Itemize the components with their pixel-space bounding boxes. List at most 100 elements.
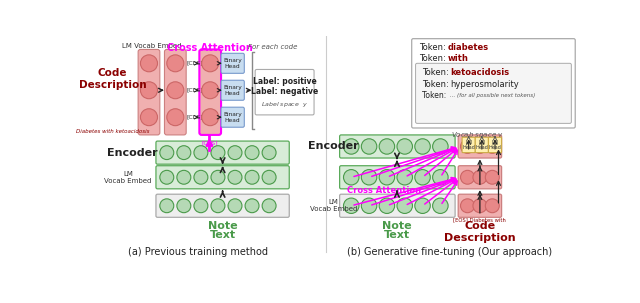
- Circle shape: [194, 199, 208, 213]
- Text: [EOS] Diabetes with: [EOS] Diabetes with: [454, 217, 506, 222]
- Text: Token:: Token:: [422, 80, 451, 88]
- FancyBboxPatch shape: [462, 137, 476, 153]
- FancyBboxPatch shape: [340, 135, 455, 158]
- Text: LM
Head: LM Head: [476, 139, 488, 150]
- FancyBboxPatch shape: [156, 166, 289, 189]
- Text: Token:: Token:: [419, 54, 449, 63]
- Circle shape: [211, 146, 225, 160]
- Circle shape: [262, 146, 276, 160]
- FancyBboxPatch shape: [340, 194, 455, 217]
- Circle shape: [344, 139, 359, 154]
- Text: Cross Attention: Cross Attention: [166, 42, 252, 52]
- FancyBboxPatch shape: [340, 166, 455, 189]
- Circle shape: [397, 198, 412, 213]
- Circle shape: [415, 139, 430, 154]
- Circle shape: [485, 199, 499, 213]
- FancyBboxPatch shape: [415, 63, 572, 123]
- Text: [CLS]: [CLS]: [201, 140, 218, 145]
- Circle shape: [262, 199, 276, 213]
- Text: hyperosmolarity: hyperosmolarity: [451, 80, 519, 88]
- Text: ketoacidosis: ketoacidosis: [451, 68, 509, 77]
- Circle shape: [485, 140, 499, 153]
- Circle shape: [177, 199, 191, 213]
- Circle shape: [433, 198, 448, 213]
- FancyBboxPatch shape: [488, 137, 502, 153]
- Text: LM
Vocab Embed: LM Vocab Embed: [310, 199, 357, 212]
- Circle shape: [228, 170, 242, 184]
- Circle shape: [362, 139, 377, 154]
- Circle shape: [362, 170, 377, 185]
- Circle shape: [415, 170, 430, 185]
- Text: Cross Attention: Cross Attention: [347, 186, 421, 195]
- Circle shape: [379, 170, 395, 185]
- Text: Note: Note: [382, 221, 412, 231]
- FancyBboxPatch shape: [458, 166, 502, 189]
- Text: LM Vocab Embed: LM Vocab Embed: [122, 43, 182, 49]
- Text: LM
Head: LM Head: [488, 139, 502, 150]
- Text: Encoder: Encoder: [308, 142, 359, 152]
- Text: ... (for all possible next tokens): ... (for all possible next tokens): [451, 93, 536, 98]
- Circle shape: [245, 146, 259, 160]
- Text: Code
Description: Code Description: [79, 68, 147, 89]
- Circle shape: [461, 140, 474, 153]
- Circle shape: [167, 55, 184, 72]
- Circle shape: [433, 139, 448, 154]
- Circle shape: [433, 170, 448, 185]
- Text: (b) Generative fine-tuning (Our approach): (b) Generative fine-tuning (Our approach…: [347, 247, 552, 257]
- Text: Token:: Token:: [422, 68, 451, 77]
- Text: Label: positive: Label: positive: [253, 77, 316, 85]
- Text: Label space  $y$: Label space $y$: [261, 100, 308, 108]
- Circle shape: [262, 170, 276, 184]
- FancyBboxPatch shape: [412, 39, 575, 128]
- Circle shape: [140, 55, 157, 72]
- Circle shape: [473, 199, 487, 213]
- Circle shape: [140, 82, 157, 99]
- Circle shape: [344, 198, 359, 213]
- Circle shape: [160, 199, 174, 213]
- Text: Text: Text: [384, 230, 410, 240]
- Circle shape: [379, 198, 395, 213]
- Circle shape: [167, 82, 184, 99]
- Text: Binary
Head: Binary Head: [223, 58, 242, 69]
- Text: Note: Note: [208, 221, 237, 231]
- FancyBboxPatch shape: [156, 141, 289, 164]
- Text: LM
Head: LM Head: [462, 139, 475, 150]
- Circle shape: [473, 140, 487, 153]
- Circle shape: [202, 55, 219, 72]
- Circle shape: [202, 109, 219, 126]
- FancyBboxPatch shape: [156, 194, 289, 217]
- FancyBboxPatch shape: [164, 49, 186, 135]
- Circle shape: [194, 170, 208, 184]
- Circle shape: [397, 139, 412, 154]
- Text: (a) Previous training method: (a) Previous training method: [128, 247, 268, 257]
- Circle shape: [228, 199, 242, 213]
- FancyBboxPatch shape: [199, 49, 221, 135]
- Text: Text: Text: [209, 230, 236, 240]
- Circle shape: [167, 109, 184, 126]
- Circle shape: [177, 146, 191, 160]
- Circle shape: [461, 170, 474, 184]
- Circle shape: [194, 146, 208, 160]
- Text: Token:: Token:: [422, 91, 449, 100]
- FancyBboxPatch shape: [476, 137, 488, 153]
- FancyBboxPatch shape: [138, 49, 160, 135]
- Circle shape: [379, 139, 395, 154]
- Text: diabetes: diabetes: [448, 43, 489, 52]
- Circle shape: [245, 199, 259, 213]
- Circle shape: [485, 170, 499, 184]
- FancyBboxPatch shape: [458, 135, 502, 158]
- Circle shape: [344, 170, 359, 185]
- Text: with: with: [448, 54, 469, 63]
- Text: Binary
Head: Binary Head: [223, 85, 242, 96]
- Text: [CLS]: [CLS]: [186, 115, 203, 120]
- Text: Vocab space $v$: Vocab space $v$: [451, 130, 504, 140]
- Circle shape: [140, 109, 157, 126]
- Circle shape: [211, 170, 225, 184]
- FancyBboxPatch shape: [458, 194, 502, 217]
- Text: Token:: Token:: [419, 43, 449, 52]
- Circle shape: [397, 170, 412, 185]
- Circle shape: [202, 82, 219, 99]
- Circle shape: [160, 170, 174, 184]
- Text: Encoder: Encoder: [108, 148, 158, 158]
- Text: Code
Description: Code Description: [444, 221, 516, 243]
